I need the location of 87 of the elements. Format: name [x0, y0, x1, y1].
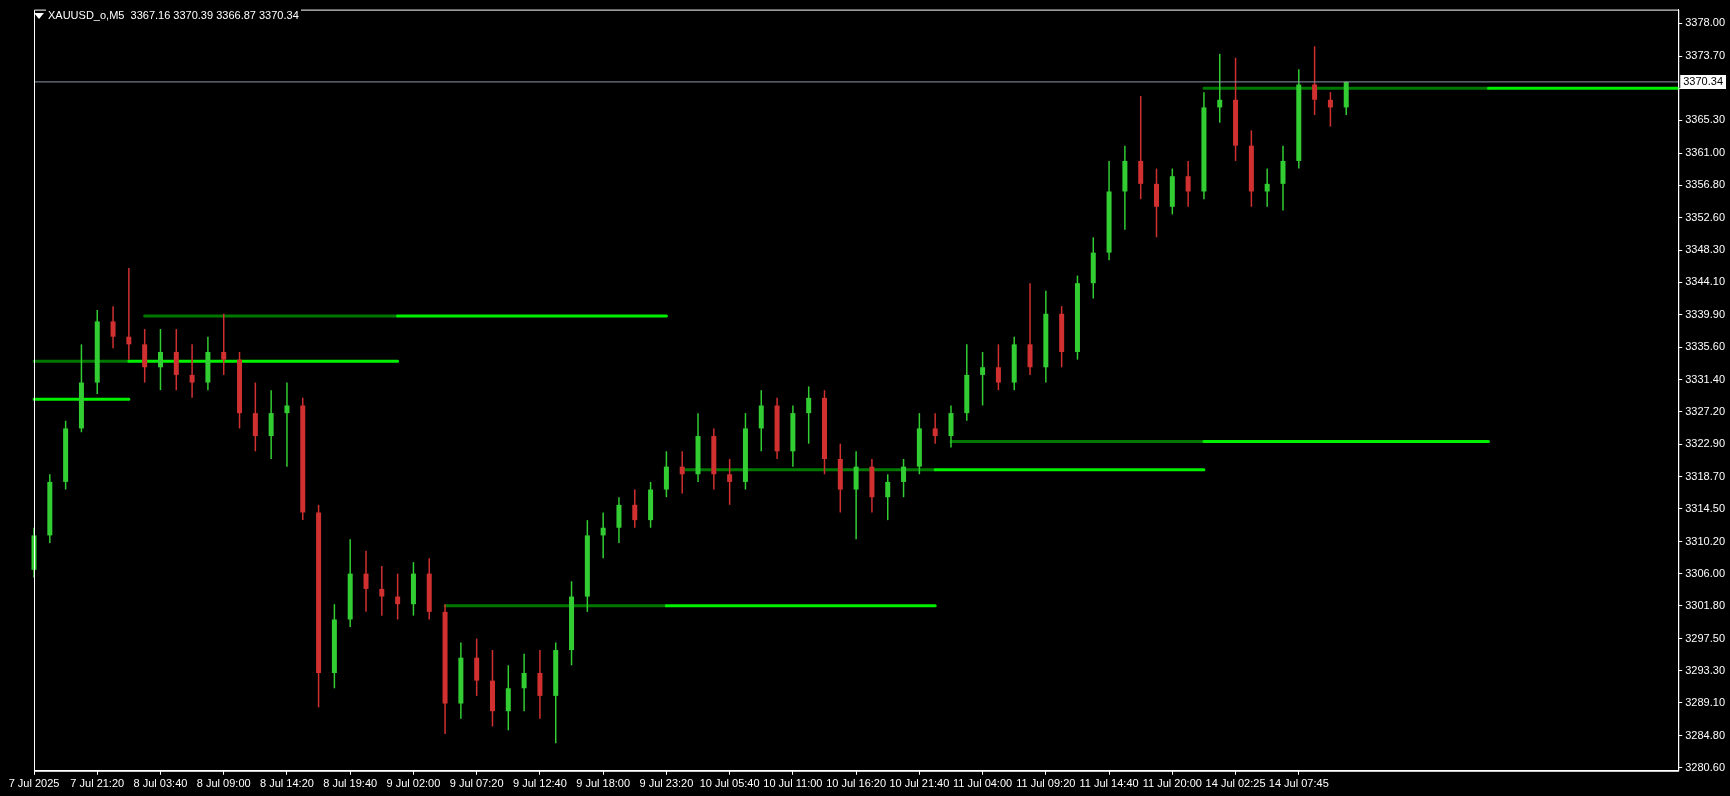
candlestick [806, 385, 812, 445]
candlestick [474, 637, 480, 697]
y-tick-label: 3314.50 [1685, 501, 1725, 514]
x-tick-label: 11 Jul 09:20 [1016, 777, 1076, 790]
candlestick [110, 305, 116, 349]
candlestick [268, 389, 274, 460]
y-tick-label: 3356.80 [1685, 178, 1725, 191]
ref-line-label: 3370.34 [1683, 74, 1723, 87]
candlestick [363, 549, 369, 613]
y-tick-label: 3289.10 [1685, 695, 1725, 708]
y-tick-label: 3284.80 [1685, 728, 1725, 741]
candlestick [1312, 45, 1318, 116]
candlestick [221, 313, 227, 376]
candlestick [679, 450, 685, 495]
candlestick [126, 267, 132, 361]
candlestick [521, 653, 527, 712]
candlestick [1264, 167, 1270, 208]
candlestick [1217, 53, 1223, 124]
x-tick-label: 9 Jul 12:40 [513, 777, 567, 790]
candlestick [1185, 160, 1191, 208]
x-tick-label: 8 Jul 14:20 [260, 777, 314, 790]
candlestick [284, 381, 290, 468]
x-tick-label: 11 Jul 20:00 [1142, 777, 1202, 790]
x-tick-label: 10 Jul 05:40 [699, 777, 760, 790]
candlestick [252, 381, 258, 453]
candlestick [157, 328, 163, 391]
candlestick [616, 496, 622, 544]
candlestick [537, 649, 543, 720]
x-tick-label: 11 Jul 04:00 [953, 777, 1013, 790]
y-tick-label: 3297.50 [1685, 631, 1725, 644]
y-tick-label: 3378.00 [1685, 16, 1725, 29]
candlestick [948, 404, 954, 449]
candlestick [1027, 282, 1033, 376]
x-tick-label: 9 Jul 18:00 [576, 777, 631, 790]
y-tick-label: 3352.60 [1685, 210, 1725, 223]
x-tick-label: 10 Jul 16:20 [826, 777, 887, 790]
y-tick-label: 3301.80 [1685, 598, 1725, 611]
candlestick [1154, 167, 1160, 239]
candlestick [932, 412, 938, 445]
y-tick-label: 3365.30 [1685, 113, 1725, 126]
candlestick [980, 351, 986, 407]
y-tick-label: 3348.30 [1685, 243, 1725, 256]
x-tick-label: 14 Jul 02:25 [1205, 777, 1266, 790]
y-tick-label: 3293.30 [1685, 663, 1725, 676]
y-tick-label: 3306.00 [1685, 566, 1725, 579]
y-tick-label: 3327.20 [1685, 404, 1725, 417]
candlestick [663, 450, 669, 498]
candlestick [173, 328, 179, 391]
candlestick [853, 450, 859, 540]
x-tick-label: 8 Jul 03:40 [133, 777, 188, 790]
x-tick-label: 7 Jul 21:20 [70, 777, 125, 790]
x-tick-label: 9 Jul 02:00 [386, 777, 441, 790]
y-tick-label: 3335.60 [1685, 340, 1725, 353]
x-tick-label: 9 Jul 23:20 [639, 777, 694, 790]
candlestick [758, 389, 764, 453]
candlestick [885, 473, 891, 521]
candlestick [1327, 91, 1333, 128]
candlestick [189, 343, 195, 399]
y-tick-label: 3361.00 [1685, 146, 1725, 159]
y-tick-label: 3310.20 [1685, 534, 1725, 547]
y-tick-label: 3344.10 [1685, 275, 1725, 288]
candlestick [505, 664, 511, 732]
candlestick [142, 328, 148, 384]
y-tick-label: 3373.70 [1685, 49, 1725, 62]
candlestick [1138, 95, 1144, 200]
x-tick-label: 10 Jul 11:00 [763, 777, 823, 790]
x-tick-label: 9 Jul 07:20 [449, 777, 504, 790]
x-tick-label: 7 Jul 2025 [8, 777, 60, 790]
candlestick [395, 572, 401, 621]
x-tick-label: 11 Jul 14:40 [1079, 777, 1139, 790]
y-tick-label: 3318.70 [1685, 469, 1725, 482]
y-tick-label: 3331.40 [1685, 372, 1725, 385]
candlestick [995, 343, 1001, 391]
y-tick-label: 3322.90 [1685, 437, 1725, 450]
x-tick-label: 14 Jul 07:45 [1268, 777, 1329, 790]
y-tick-label: 3339.90 [1685, 307, 1725, 320]
candlestick [727, 458, 733, 506]
x-tick-label: 8 Jul 09:00 [196, 777, 251, 790]
candlestick [632, 488, 638, 529]
x-tick-label: 10 Jul 21:40 [889, 777, 950, 790]
candlestick [901, 458, 907, 498]
x-tick-label: 8 Jul 19:40 [323, 777, 378, 790]
chart-title: XAUUSD_o,M5 3367.16 3370.39 3366.87 3370.34 [46, 9, 301, 21]
candlestick [1280, 144, 1286, 212]
candlestick [379, 565, 385, 617]
y-tick-label: 3280.60 [1685, 760, 1725, 773]
candlestick [600, 511, 606, 560]
